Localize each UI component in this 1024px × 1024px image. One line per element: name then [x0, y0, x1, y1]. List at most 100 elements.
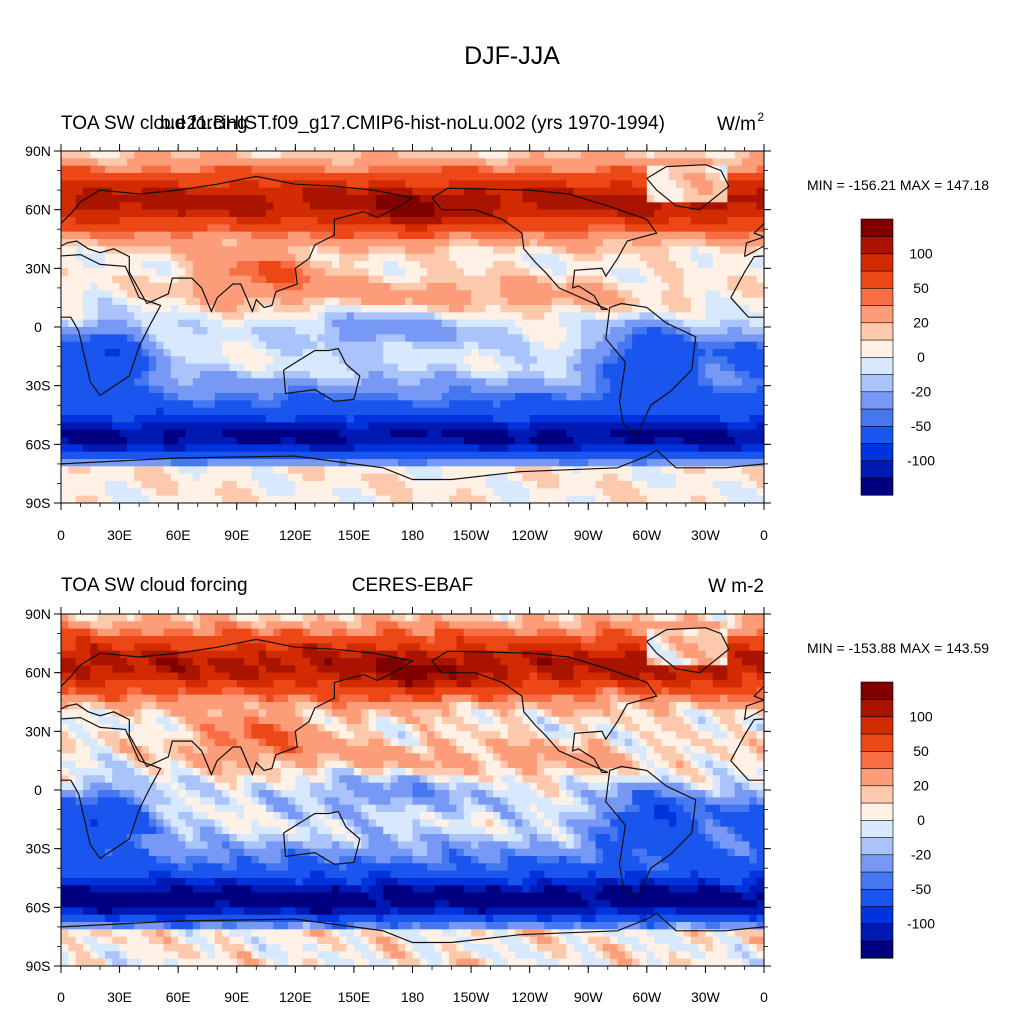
field-cell	[558, 239, 567, 247]
field-cell	[361, 305, 370, 313]
field-cell	[668, 151, 677, 159]
field-cell	[639, 349, 648, 357]
field-cell	[676, 407, 685, 416]
field-cell	[375, 400, 384, 409]
field-cell	[646, 202, 655, 211]
field-cell	[244, 488, 252, 497]
field-cell	[82, 614, 91, 622]
field-cell	[148, 202, 157, 211]
field-cell	[742, 275, 750, 284]
field-cell	[258, 349, 267, 357]
field-cell	[200, 334, 209, 343]
field-cell	[544, 488, 553, 497]
field-cell	[734, 246, 743, 255]
field-cell	[558, 187, 567, 196]
field-cell	[207, 187, 216, 196]
field-cell	[529, 422, 538, 431]
field-cell	[588, 327, 597, 335]
field-cell	[646, 180, 655, 189]
field-cell	[515, 495, 523, 503]
field-cell	[441, 466, 450, 475]
field-cell	[97, 224, 106, 233]
field-cell	[544, 459, 553, 467]
field-cell	[639, 231, 648, 240]
field-cell	[383, 393, 392, 401]
field-cell	[229, 187, 238, 196]
field-cell	[148, 209, 157, 218]
field-cell	[463, 378, 472, 387]
field-cell	[295, 400, 304, 409]
field-cell	[104, 407, 113, 416]
field-cell	[566, 393, 575, 401]
field-cell	[170, 327, 179, 335]
field-cell	[207, 268, 216, 277]
field-cell	[141, 290, 150, 299]
field-cell	[712, 400, 721, 409]
field-cell	[654, 422, 663, 431]
field-cell	[222, 371, 231, 379]
field-cell	[104, 319, 113, 328]
field-cell	[302, 495, 311, 503]
field-cell	[266, 283, 274, 291]
field-cell	[112, 319, 121, 328]
field-cell	[170, 283, 179, 291]
field-cell	[624, 451, 633, 460]
field-cell	[163, 429, 172, 438]
field-cell	[288, 444, 296, 453]
field-cell	[75, 466, 84, 475]
field-cell	[558, 217, 567, 225]
field-cell	[390, 290, 399, 299]
field-cell	[595, 341, 604, 350]
field-cell	[500, 202, 509, 211]
field-cell	[602, 341, 611, 350]
field-cell	[617, 261, 626, 269]
field-cell	[624, 327, 633, 335]
field-cell	[200, 312, 209, 321]
field-cell	[170, 363, 179, 372]
field-cell	[712, 488, 721, 497]
field-cell	[456, 312, 465, 321]
field-cell	[309, 312, 318, 321]
field-cell	[456, 356, 465, 365]
field-cell	[507, 451, 516, 460]
field-cell	[742, 253, 750, 262]
field-cell	[75, 151, 84, 159]
field-cell	[405, 621, 414, 630]
field-cell	[500, 341, 509, 350]
field-cell	[309, 371, 318, 379]
field-cell	[471, 290, 479, 299]
field-cell	[522, 356, 531, 365]
field-cell	[668, 239, 677, 247]
field-cell	[690, 209, 699, 218]
field-cell	[331, 253, 340, 262]
field-cell	[361, 187, 370, 196]
field-cell	[610, 268, 619, 277]
field-cell	[251, 422, 260, 431]
field-cell	[529, 209, 538, 218]
field-cell	[192, 312, 201, 321]
field-cell	[383, 429, 392, 438]
field-cell	[558, 356, 567, 365]
field-cell	[727, 341, 736, 350]
field-cell	[61, 378, 69, 387]
field-cell	[82, 466, 91, 475]
field-cell	[646, 356, 655, 365]
field-cell	[573, 393, 582, 401]
field-cell	[112, 327, 121, 335]
field-cell	[449, 400, 458, 409]
field-cell	[258, 451, 267, 460]
field-cell	[471, 363, 479, 372]
field-cell	[676, 385, 685, 394]
field-cell	[683, 275, 692, 284]
field-cell	[97, 202, 106, 211]
field-cell	[727, 481, 736, 489]
field-cell	[141, 253, 150, 262]
field-cell	[536, 224, 545, 233]
field-cell	[68, 297, 77, 306]
field-cell	[500, 363, 509, 372]
field-cell	[573, 209, 582, 218]
field-cell	[112, 451, 121, 460]
field-cell	[734, 614, 743, 622]
field-cell	[544, 356, 553, 365]
field-cell	[61, 334, 69, 343]
